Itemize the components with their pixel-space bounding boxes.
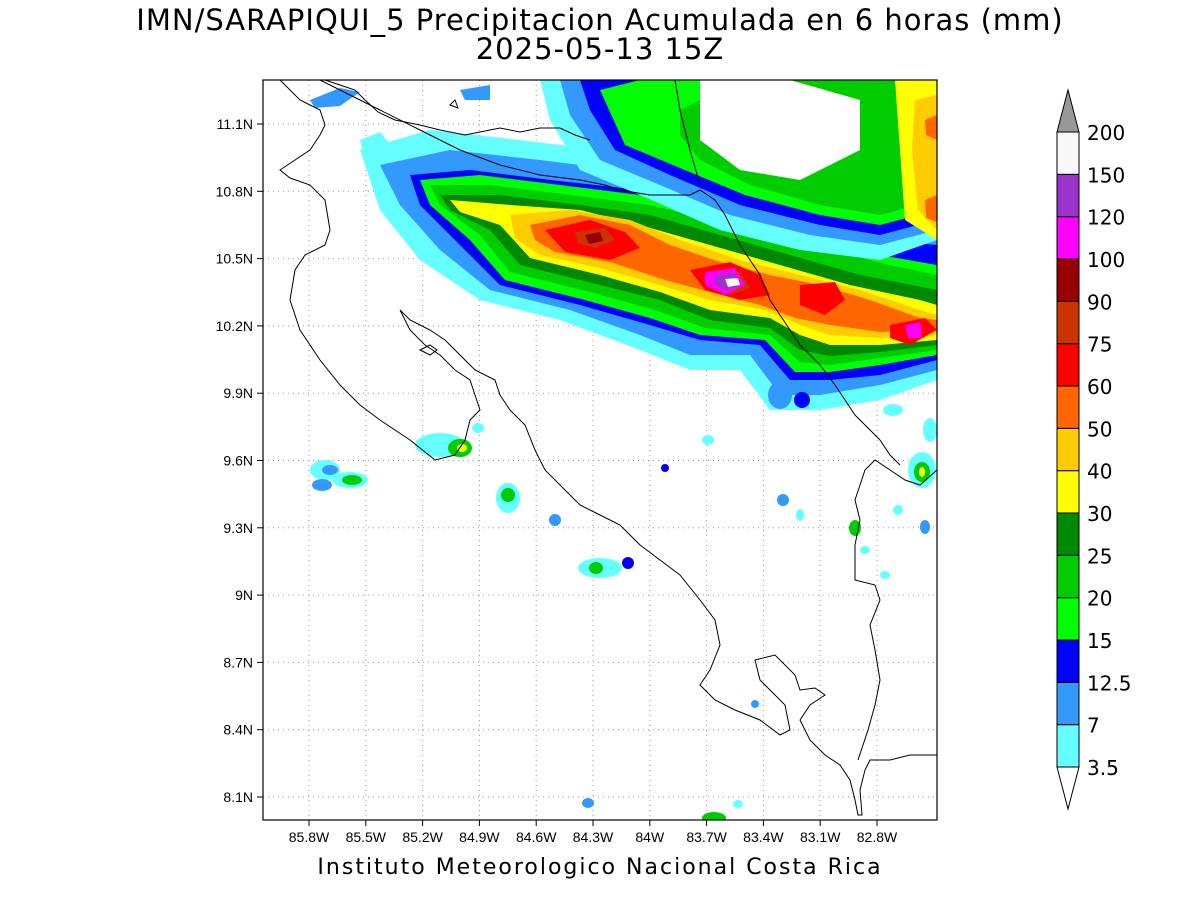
colorbar-swatch	[1056, 300, 1080, 345]
x-tick-label: 83.4W	[743, 829, 784, 845]
y-tick-label: 9.6N	[223, 453, 253, 469]
colorbar-swatch	[1056, 216, 1080, 260]
y-axis-ticks: 11.1N 10.8N 10.5N 10.2N 9.9N 9.6N 9.3N 9N 8.7N 8.…	[216, 116, 263, 805]
y-tick-label: 8.7N	[223, 654, 253, 670]
x-tick-label: 84.3W	[573, 829, 614, 845]
x-tick-label: 83.7W	[686, 829, 727, 845]
map-title: IMN/SARAPIQUI_5 Precipitacion Acumulada …	[136, 3, 1064, 37]
colorbar-swatch	[1056, 597, 1080, 641]
y-tick-label: 10.5N	[216, 251, 253, 267]
colorbar-label: 40	[1087, 460, 1112, 484]
y-tick-label: 10.8N	[216, 183, 253, 199]
coastline	[279, 80, 937, 816]
colorbar-swatch	[1056, 131, 1080, 175]
colorbar-label: 15	[1087, 629, 1112, 653]
map-frame	[262, 79, 938, 821]
rain-band-150	[725, 278, 740, 287]
footer-credit: Instituto Meteorologico Nacional Costa R…	[317, 855, 883, 880]
y-tick-label: 9N	[235, 587, 253, 603]
scattered-cells	[310, 381, 937, 820]
colorbar-label: 7	[1087, 714, 1100, 738]
precipitation-field	[310, 80, 937, 820]
x-tick-label: 82.8W	[857, 829, 898, 845]
y-tick-label: 10.2N	[216, 318, 253, 334]
x-tick-label: 85.8W	[289, 829, 330, 845]
rain-ne-white-gap	[700, 80, 860, 180]
colorbar-swatch	[1056, 343, 1080, 387]
colorbar-arrow-high	[1056, 88, 1080, 133]
rain-nw-isolated	[310, 85, 490, 108]
colorbar-swatch	[1056, 554, 1080, 599]
y-tick-label: 8.4N	[223, 722, 253, 738]
colorbar-label: 30	[1087, 502, 1112, 526]
colorbar-label: 200	[1087, 121, 1125, 145]
rain-ne-50	[925, 115, 937, 222]
colorbar-swatch	[1056, 258, 1080, 302]
colorbar-label: 25	[1087, 544, 1112, 568]
colorbar-label: 12.5	[1087, 671, 1132, 695]
map-subtitle-date: 2025-05-13 15Z	[475, 32, 725, 66]
x-tick-label: 85.2W	[402, 829, 443, 845]
colorbar-swatch	[1056, 173, 1080, 218]
rain-nw-isolated-2	[360, 132, 395, 165]
colorbar-swatch	[1056, 639, 1080, 683]
colorbar-label: 90	[1087, 290, 1112, 314]
colorbar-label: 75	[1087, 333, 1112, 357]
y-tick-label: 9.9N	[223, 385, 253, 401]
x-tick-label: 84.9W	[459, 829, 500, 845]
x-tick-label: 85.5W	[346, 829, 387, 845]
colorbar-label: 150	[1087, 163, 1125, 187]
y-tick-label: 8.1N	[223, 789, 253, 805]
colorbar-label: 120	[1087, 206, 1125, 230]
x-tick-label: 83.1W	[800, 829, 841, 845]
colorbar-swatch	[1056, 512, 1080, 556]
colorbar-swatch	[1056, 427, 1080, 472]
colorbar-label: 3.5	[1087, 756, 1119, 780]
colorbar-legend: 3.5 7 12.5 15 20 25 30 40 50 60 75 90 100 120 150 200	[1056, 88, 1132, 811]
colorbar-label: 20	[1087, 587, 1112, 611]
colorbar-swatch	[1056, 385, 1080, 429]
x-axis-ticks: 85.8W 85.5W 85.2W 84.9W 84.6W 84.3W 84W 83.7W 83…	[289, 820, 898, 845]
colorbar-arrow-low	[1056, 766, 1080, 811]
x-tick-label: 84W	[635, 829, 665, 845]
x-tick-label: 84.6W	[516, 829, 557, 845]
colorbar-swatch	[1056, 681, 1080, 726]
colorbar-swatch	[1056, 724, 1080, 768]
rain-band-90	[585, 232, 603, 244]
y-tick-label: 9.3N	[223, 520, 253, 536]
colorbar-swatch	[1056, 470, 1080, 514]
y-tick-label: 11.1N	[217, 116, 253, 132]
colorbar-label: 60	[1087, 375, 1112, 399]
colorbar-label: 100	[1087, 248, 1125, 272]
colorbar-label: 50	[1087, 417, 1112, 441]
